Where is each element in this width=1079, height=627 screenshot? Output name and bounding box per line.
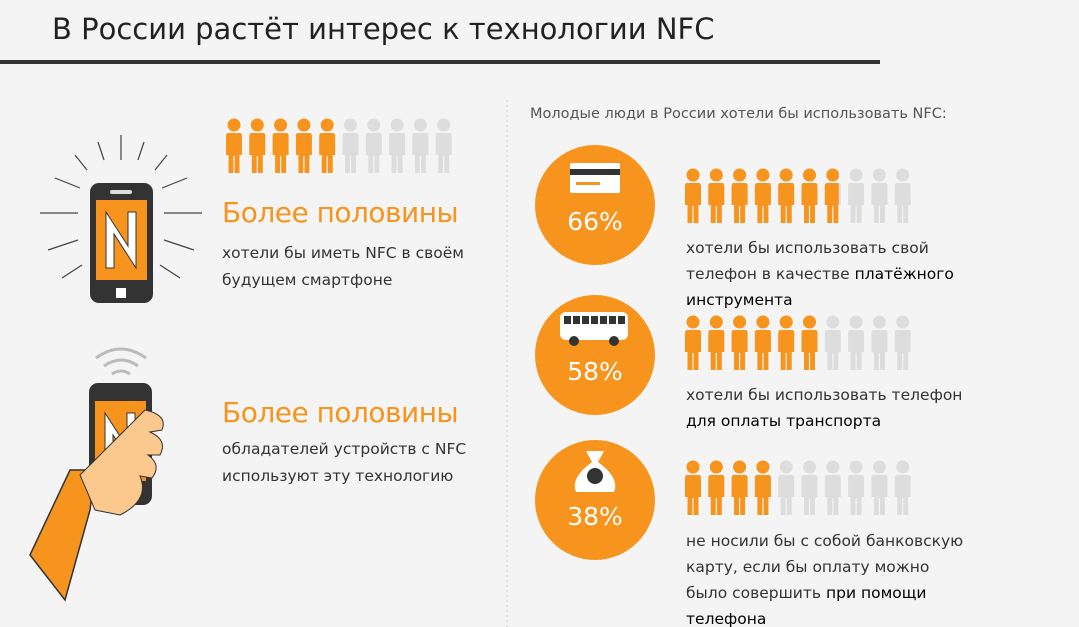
- title: В России растёт интерес к технологии NFC: [52, 12, 715, 46]
- people-row: [226, 118, 452, 173]
- stat-text: не носили бы с собой банковскую карту, е…: [686, 528, 966, 627]
- stat-icon: [574, 451, 616, 492]
- stat-description: не носили бы с собой банковскую карту, е…: [686, 532, 964, 602]
- phone-rays: [40, 135, 202, 279]
- stat-icon: [560, 312, 628, 346]
- stat-emphasis: при помощи телефона: [686, 584, 927, 627]
- stat-circle: [535, 440, 655, 560]
- value-label: 66%: [567, 207, 623, 236]
- stat-description: хотели бы использовать свой телефон в ка…: [686, 239, 929, 283]
- stat-description: хотели бы использовать телефон: [686, 386, 963, 404]
- stat-icon: [570, 163, 620, 193]
- headline: Более половины: [222, 396, 459, 429]
- right-title: Молодые люди в России хотели бы использо…: [530, 106, 947, 122]
- stat-text: хотели бы использовать свой телефон в ка…: [686, 235, 996, 313]
- description: обладателей устройств с NFC используют э…: [222, 440, 467, 485]
- phone-icon: [90, 183, 153, 303]
- title-rule: [0, 60, 880, 64]
- wifi-icon: [95, 347, 147, 376]
- stat-text: хотели бы использовать телефон для оплат…: [686, 382, 976, 434]
- headline: Более половины: [222, 196, 459, 229]
- hand-phone-icon: [29, 383, 164, 602]
- stat-emphasis: платёжного инструмента: [686, 265, 954, 309]
- value-label: 38%: [567, 502, 623, 531]
- stat-circle: [535, 145, 655, 265]
- description: хотели бы иметь NFC в своём будущем смар…: [222, 244, 464, 289]
- value-label: 58%: [567, 357, 623, 386]
- stat-emphasis: для оплаты транспорта: [686, 412, 882, 430]
